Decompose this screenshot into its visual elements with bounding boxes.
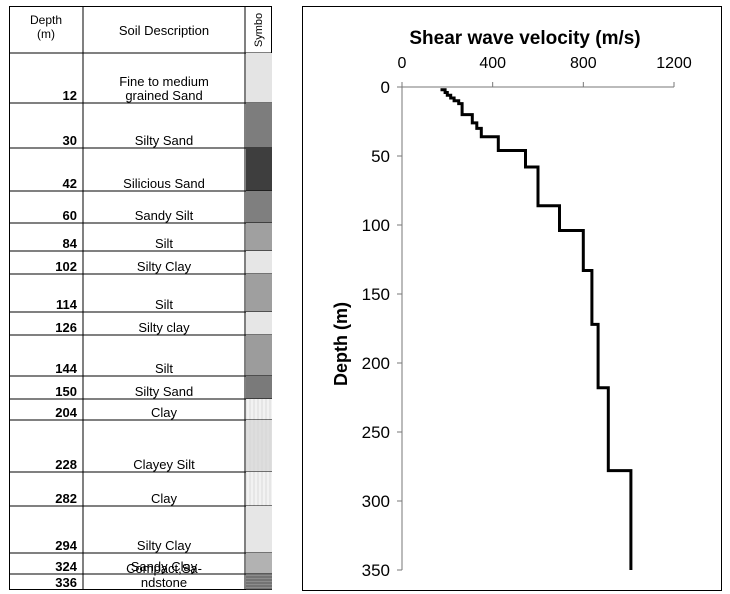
layer-description: Silt bbox=[155, 297, 173, 312]
y-tick-label: 300 bbox=[362, 492, 390, 511]
borelog-row: 336 Compact,Sa-ndstone bbox=[9, 561, 272, 590]
soil-symbol bbox=[246, 274, 272, 312]
soil-symbol bbox=[246, 191, 272, 223]
y-tick-label: 50 bbox=[371, 147, 390, 166]
soil-symbol bbox=[246, 312, 272, 335]
x-axis-ticks: 0 400 800 1200 bbox=[398, 55, 692, 87]
layer-description: Clay bbox=[151, 491, 178, 506]
series-layer bbox=[440, 88, 633, 570]
borelog-row: 204 Clay bbox=[9, 399, 272, 421]
layer-depth: 114 bbox=[56, 297, 78, 312]
soil-symbol-hatch bbox=[246, 420, 272, 472]
layer-description: Clay bbox=[151, 405, 178, 420]
layer-description: Silt bbox=[155, 236, 173, 251]
layer-description: Silicious Sand bbox=[123, 176, 205, 191]
velocity-profile-line bbox=[440, 88, 633, 570]
symbol-column-header: Symbo bbox=[253, 13, 265, 47]
y-tick-label: 0 bbox=[381, 78, 390, 97]
x-tick-label: 400 bbox=[479, 55, 506, 72]
soil-symbol bbox=[246, 148, 272, 191]
chart-axes bbox=[401, 86, 674, 570]
layer-depth: 60 bbox=[63, 208, 77, 223]
y-tick-label: 200 bbox=[362, 354, 390, 373]
borelog-row: 144 Silt bbox=[9, 335, 272, 377]
depth-column-header: Depth (m) bbox=[30, 13, 62, 41]
borelog-row: 324 Sandy Clay bbox=[9, 553, 272, 575]
layer-depth: 294 bbox=[55, 538, 77, 553]
soil-symbol bbox=[246, 376, 272, 399]
x-tick-label: 0 bbox=[398, 55, 407, 72]
borelog-rows: 12 Fine to medium grained Sand 30 Silty Sand… bbox=[9, 53, 272, 590]
description-column-header: Soil Description bbox=[119, 23, 209, 38]
layer-depth: 228 bbox=[55, 457, 77, 472]
layer-depth: 336 bbox=[55, 575, 77, 590]
borelog-row: 84 Silt bbox=[9, 223, 272, 252]
soil-symbol bbox=[246, 103, 272, 148]
layer-depth: 282 bbox=[55, 491, 77, 506]
borelog-row: 102 Silty Clay bbox=[9, 251, 272, 275]
y-tick-label: 350 bbox=[362, 561, 390, 580]
borelog-row: 150 Silty Sand bbox=[9, 376, 272, 400]
layer-depth: 84 bbox=[63, 236, 78, 251]
borelog-row: 12 Fine to medium grained Sand bbox=[9, 53, 272, 104]
soil-symbol-hatch bbox=[246, 399, 272, 420]
y-axis-label: Depth (m) bbox=[331, 302, 351, 386]
layer-description: Clayey Silt bbox=[133, 457, 195, 472]
layer-description: Fine to medium grained Sand bbox=[119, 74, 209, 103]
layer-description: Compact,Sa-ndstone bbox=[126, 561, 202, 590]
borelog-row: 114 Silt bbox=[9, 274, 272, 313]
layer-depth: 324 bbox=[55, 559, 77, 574]
soil-symbol-hatch bbox=[246, 472, 272, 506]
x-tick-label: 1200 bbox=[656, 55, 692, 72]
layer-description: Silty Clay bbox=[137, 259, 192, 274]
layer-depth: 102 bbox=[55, 259, 77, 274]
soil-borelog-table: Depth (m) Soil Description Symbo 12 Fine t… bbox=[9, 6, 272, 590]
soil-symbol bbox=[246, 251, 272, 274]
layer-depth: 30 bbox=[63, 133, 77, 148]
layer-depth: 144 bbox=[55, 361, 77, 376]
y-tick-label: 250 bbox=[362, 423, 390, 442]
y-tick-label: 150 bbox=[362, 285, 390, 304]
chart-title: Shear wave velocity (m/s) bbox=[409, 28, 640, 49]
borelog-row: 30 Silty Sand bbox=[9, 103, 272, 149]
layer-depth: 204 bbox=[55, 405, 77, 420]
layer-description: Silty Sand bbox=[135, 133, 194, 148]
borelog-row: 294 Silty Clay bbox=[9, 506, 272, 554]
borelog-row: 126 Silty clay bbox=[9, 312, 272, 336]
soil-symbol-hatch bbox=[246, 574, 272, 590]
layer-description: Silty Clay bbox=[137, 538, 192, 553]
layer-depth: 12 bbox=[63, 88, 77, 103]
layer-description: Silty Sand bbox=[135, 384, 194, 399]
x-tick-label: 800 bbox=[570, 55, 597, 72]
soil-symbol bbox=[246, 506, 272, 553]
layer-depth: 150 bbox=[55, 384, 77, 399]
borelog-row: 42 Silicious Sand bbox=[9, 148, 272, 192]
soil-symbol bbox=[246, 335, 272, 376]
borelog-row: 60 Sandy Silt bbox=[9, 191, 272, 224]
soil-symbol bbox=[246, 53, 272, 103]
borelog-row: 282 Clay bbox=[9, 472, 272, 507]
y-axis-ticks: 0 50 100 150 200 250 300 350 bbox=[362, 78, 402, 580]
layer-description: Silt bbox=[155, 361, 173, 376]
layer-depth: 42 bbox=[63, 176, 77, 191]
borelog-row: 228 Clayey Silt bbox=[9, 420, 272, 473]
shear-wave-velocity-chart: Shear wave velocity (m/s) 0 400 800 1200 0 5… bbox=[302, 6, 722, 591]
soil-symbol bbox=[246, 553, 272, 574]
layer-description: Sandy Clay bbox=[131, 559, 198, 574]
layer-description: Sandy Silt bbox=[135, 208, 194, 223]
layer-depth: 126 bbox=[55, 320, 77, 335]
soil-symbol bbox=[246, 223, 272, 251]
layer-description: Silty clay bbox=[138, 320, 190, 335]
y-tick-label: 100 bbox=[362, 216, 390, 235]
